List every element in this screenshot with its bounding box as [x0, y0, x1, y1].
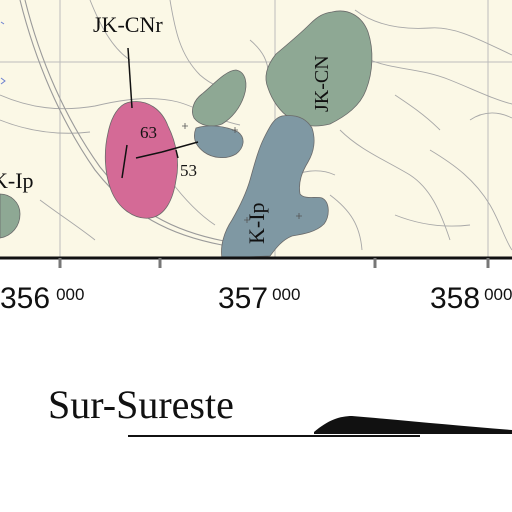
cross-marker: [232, 127, 238, 133]
profile-title: Sur-Sureste: [48, 382, 234, 427]
unit-small-green-polygon: [192, 69, 247, 127]
section-arrow-icon: [314, 416, 512, 434]
unit-label: K-Ip: [244, 202, 269, 244]
label-leader-line: [127, 47, 133, 109]
easting-label: 357 000: [218, 282, 300, 315]
cross-marker: [182, 123, 188, 129]
contour-line: [0, 119, 91, 134]
contour-line: [394, 214, 471, 227]
road-edge: [24, 0, 225, 242]
boundary-tick: [0, 21, 5, 25]
boundary-tick: [0, 77, 6, 85]
dip-line: [161, 141, 199, 153]
frame-ticks: [58, 258, 490, 268]
contour-line: [329, 194, 363, 251]
contour-line: [354, 9, 512, 56]
unit-k-ip-polygon: [221, 115, 329, 259]
contour-line: [39, 199, 96, 241]
unit-label: JK-CN: [311, 55, 333, 112]
unit-jk-cnr-polygon: [104, 101, 178, 219]
dip-value: 63: [140, 123, 157, 142]
contour-lines: [0, 0, 512, 251]
dip-tick: [175, 149, 179, 159]
easting-label: 356 000: [0, 282, 84, 315]
dip-line: [135, 151, 163, 159]
structural-symbols: [121, 47, 199, 179]
unit-label: JK-CNr: [93, 12, 163, 37]
contour-line: [429, 149, 512, 251]
contour-line: [89, 0, 131, 61]
cross-marker: [244, 217, 250, 223]
point-markers: [182, 123, 302, 223]
easting-label: 358 000: [430, 282, 512, 315]
unit-small-blue-polygon: [194, 125, 244, 158]
contour-line: [339, 129, 451, 241]
road-edge: [19, 0, 223, 246]
contour-line: [369, 59, 512, 105]
contour-line: [394, 94, 441, 131]
road: [19, 0, 225, 246]
unit-label: K-Ip: [0, 168, 34, 193]
dip-value: 53: [180, 161, 197, 180]
unit-k-ip-edge-polygon: [0, 193, 21, 239]
boundary-ticks: [0, 21, 6, 85]
cross-marker: [296, 213, 302, 219]
contour-line: [469, 112, 512, 121]
strike-line: [121, 144, 128, 179]
